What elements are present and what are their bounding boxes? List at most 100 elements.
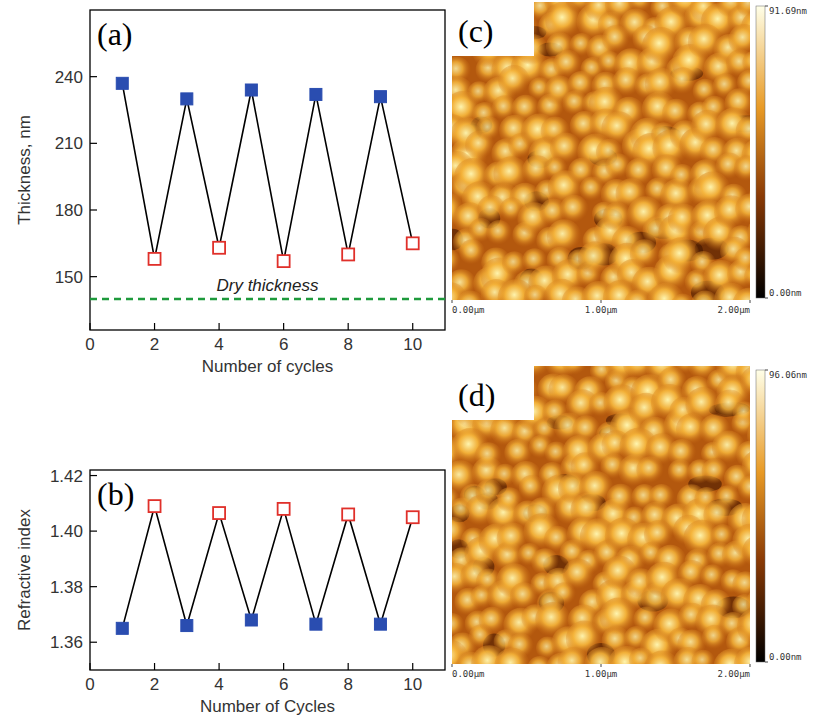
x-tick-label: 0	[85, 335, 94, 354]
x-tick-label: 10	[403, 675, 422, 694]
colorbar-tick	[765, 6, 768, 7]
panel-letter: (c)	[458, 13, 494, 49]
x-tick	[452, 300, 453, 303]
reference-line	[90, 298, 445, 301]
x-tick-label: 8	[343, 675, 352, 694]
data-point	[407, 511, 419, 523]
data-point	[374, 618, 386, 630]
colorbar-label: 91.69nm	[769, 6, 807, 16]
y-tick	[90, 143, 97, 144]
y-axis-title: Thickness, nm	[15, 115, 34, 225]
y-tick	[90, 642, 97, 643]
plot-area	[90, 77, 445, 299]
x-tick-label: 6	[279, 335, 288, 354]
x-tick	[412, 323, 413, 330]
afm-grain	[602, 25, 630, 53]
afm-grain	[737, 608, 750, 645]
x-tick	[283, 323, 284, 330]
afm-grain	[734, 155, 750, 181]
data-point	[407, 237, 419, 249]
data-point	[374, 91, 386, 103]
x-tick	[750, 664, 751, 667]
y-tick	[90, 276, 97, 277]
colorbar-tick	[765, 662, 768, 663]
connecting-line	[122, 83, 412, 261]
afm-grain	[728, 24, 750, 55]
afm-grain	[486, 220, 511, 245]
plot-frame	[90, 10, 445, 330]
panel: (d)0.00μm1.00μm2.00μm0.00nm96.06nm	[428, 341, 807, 686]
x-tick	[154, 323, 155, 330]
plot-area	[116, 500, 418, 634]
x-tick-label: 6	[279, 675, 288, 694]
data-point	[278, 503, 290, 515]
y-tick-label: 240	[55, 68, 83, 87]
x-tick	[348, 663, 349, 670]
afm-grain	[671, 294, 695, 300]
connecting-line	[122, 506, 412, 628]
y-tick-label: 1.36	[50, 633, 83, 652]
y-axis-title: Refractive index	[15, 509, 34, 631]
afm-grain	[563, 559, 594, 590]
y-tick-label: 1.40	[50, 522, 83, 541]
afm-grain	[519, 475, 545, 501]
afm-image	[452, 366, 750, 664]
x-tick	[601, 300, 602, 303]
afm-grain	[738, 475, 750, 501]
data-point	[149, 253, 161, 265]
x-tick-label: 0	[85, 675, 94, 694]
afm-grain	[557, 647, 589, 664]
data-point	[116, 622, 128, 634]
data-point	[213, 507, 225, 519]
colorbar-label: 0.00nm	[769, 652, 802, 662]
x-axis-title: Number of cycles	[202, 357, 333, 376]
afm-image	[452, 2, 750, 300]
panel: 0246810150180210240Number of cyclesThick…	[15, 10, 445, 376]
y-tick-label: 210	[55, 134, 83, 153]
colorbar-tick	[765, 298, 768, 299]
afm-grain	[691, 650, 715, 664]
x-tick-label: 8	[343, 335, 352, 354]
data-point	[342, 248, 354, 260]
afm-grain	[732, 571, 750, 598]
x-tick-label: 1.00μm	[585, 305, 618, 315]
letter-notch	[450, 364, 534, 420]
x-tick	[89, 323, 90, 330]
x-tick-label: 2	[150, 335, 159, 354]
afm-grain	[628, 2, 653, 13]
afm-grain	[733, 401, 750, 424]
panel-letter: (b)	[97, 476, 134, 512]
x-tick-label: 0.00μm	[452, 669, 485, 679]
x-tick	[218, 663, 219, 670]
afm-grain	[740, 366, 750, 397]
colorbar-tick	[765, 370, 768, 371]
afm-grain	[630, 239, 659, 268]
afm-grain	[742, 535, 750, 569]
y-tick	[90, 586, 97, 587]
afm-grain	[736, 116, 750, 146]
y-tick-label: 1.38	[50, 578, 83, 597]
y-tick	[90, 531, 97, 532]
y-tick	[90, 475, 97, 476]
x-axis-title: Number of Cycles	[200, 697, 335, 716]
plot-frame	[90, 470, 445, 670]
figure: 0246810150180210240Number of cyclesThick…	[0, 0, 820, 723]
panel: 02468101.361.381.401.42Number of CyclesR…	[15, 467, 445, 716]
afm-grain	[494, 648, 530, 664]
y-tick-label: 180	[55, 201, 83, 220]
panel-letter: (d)	[458, 377, 495, 413]
x-tick	[412, 663, 413, 670]
colorbar	[756, 370, 765, 662]
colorbar	[756, 6, 765, 298]
x-tick	[452, 664, 453, 667]
x-tick	[750, 300, 751, 303]
afm-grain	[744, 264, 750, 288]
data-point	[149, 500, 161, 512]
data-point	[213, 242, 225, 254]
afm-grain	[560, 195, 589, 224]
afm-grain	[475, 442, 502, 469]
data-point	[181, 93, 193, 105]
panel-letter: (a)	[97, 16, 133, 52]
annotation: Dry thickness	[216, 276, 319, 295]
afm-grain	[562, 366, 588, 376]
